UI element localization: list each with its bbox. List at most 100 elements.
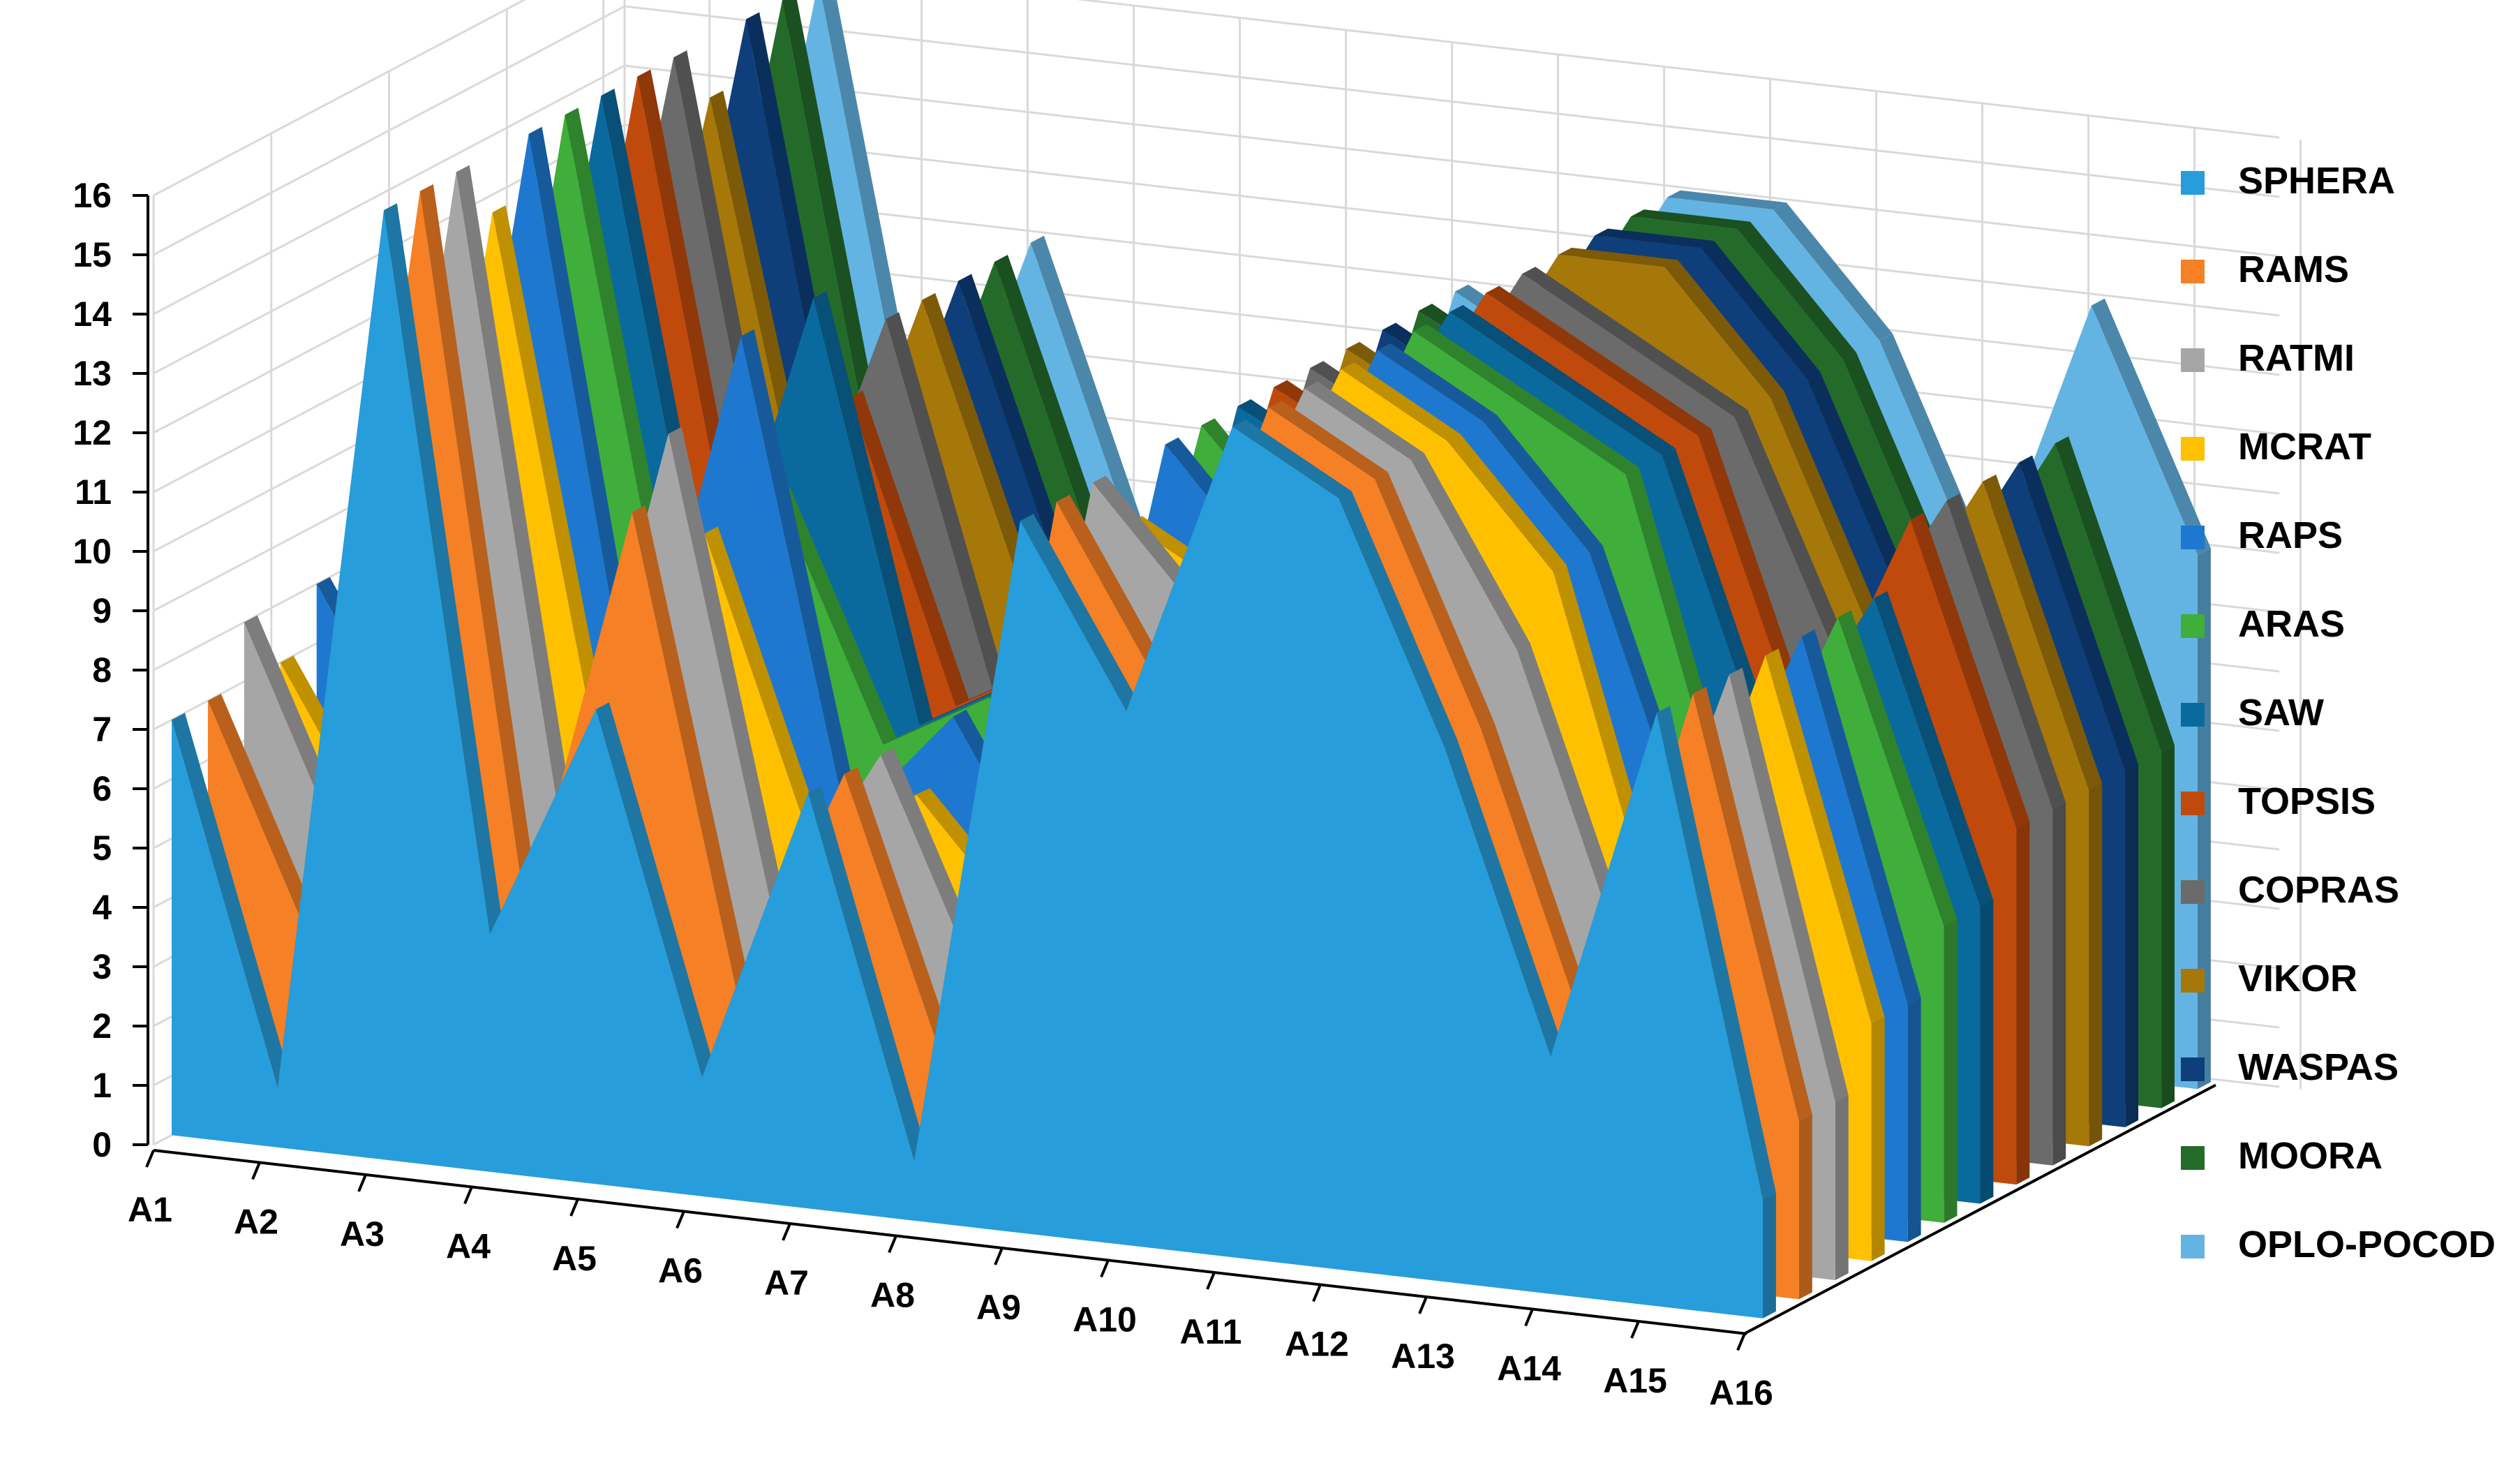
x-tick-label: A9: [976, 1288, 1021, 1327]
series-areas: [172, 0, 2211, 1319]
y-tick-label: 15: [73, 235, 112, 274]
legend-label: RAPS: [2238, 514, 2343, 556]
legend-label: ARAS: [2238, 603, 2345, 645]
area-top-face: [704, 526, 824, 842]
legend-item: RATMI: [2181, 337, 2355, 379]
legend-label: WASPAS: [2238, 1046, 2399, 1088]
area-end-face: [1871, 1016, 1885, 1261]
legend-item: MOORA: [2181, 1135, 2383, 1177]
x-tick-mark: [676, 1210, 685, 1229]
area-top-face: [1056, 495, 1176, 692]
x-tick-label: A13: [1391, 1337, 1455, 1376]
legend-item: MCRAT: [2181, 426, 2371, 468]
area-top-face: [1445, 741, 1564, 1057]
y-tick-label: 1: [92, 1066, 112, 1105]
area-end-face: [2089, 783, 2103, 1147]
legend-item: ARAS: [2181, 603, 2345, 645]
area-top-face: [1480, 722, 1600, 1038]
area-end-face: [2052, 802, 2066, 1166]
legend-swatch: [2181, 1235, 2205, 1258]
area-top-face: [922, 292, 1042, 609]
x-tick-mark: [145, 1150, 155, 1168]
area-top-face: [1268, 401, 1388, 480]
area-top-face: [2055, 436, 2175, 752]
area-top-face: [1595, 228, 1715, 248]
legend-swatch: [2181, 703, 2205, 727]
area-top-face: [1698, 429, 1818, 745]
x-tick-label: A7: [764, 1263, 809, 1302]
legend-label: MCRAT: [2238, 426, 2371, 468]
area-top-face: [1592, 357, 1712, 436]
y-tick-label: 14: [73, 295, 112, 334]
area-top-face: [883, 690, 1003, 745]
area-top-face: [668, 426, 788, 921]
area-top-face: [1339, 491, 1458, 748]
y-tick-label: 10: [73, 532, 112, 571]
area-top-face: [1447, 433, 1567, 572]
legend-swatch: [2181, 171, 2205, 195]
legend-swatch: [2181, 969, 2205, 993]
legend-swatch: [2181, 614, 2205, 638]
legend-swatch: [2181, 526, 2205, 549]
legend-label: SPHERA: [2238, 160, 2395, 202]
area-top-face: [2019, 455, 2139, 771]
area-top-face: [1737, 221, 1856, 360]
y-tick-label: 11: [75, 473, 112, 512]
y-tick-label: 12: [73, 413, 112, 452]
y-tick-label: 8: [92, 651, 112, 690]
area-top-face: [813, 291, 933, 726]
area-top-face: [886, 312, 1006, 688]
area-top-face: [419, 184, 539, 916]
area-top-face: [1910, 512, 2030, 829]
x-tick-label: A3: [340, 1215, 385, 1254]
legend-label: VIKOR: [2238, 958, 2357, 1000]
x-tick-mark: [888, 1235, 897, 1254]
y-tick-label: 13: [73, 354, 112, 393]
legend-item: COPRAS: [2181, 869, 2399, 911]
area-top-face: [1837, 610, 1958, 926]
x-tick-label: A4: [446, 1227, 491, 1266]
legend-label: OPLO-POCOD: [2238, 1224, 2496, 1265]
legend-label: COPRAS: [2238, 869, 2399, 911]
area-top-face: [849, 390, 969, 707]
y-tick-label: 5: [92, 829, 112, 868]
area-top-face: [1801, 629, 1921, 1005]
area-top-face: [958, 274, 1078, 590]
x-tick-mark: [1630, 1321, 1640, 1339]
x-tick-label: A14: [1497, 1349, 1561, 1388]
area-front-face: [172, 210, 1763, 1319]
legend-label: MOORA: [2238, 1135, 2383, 1177]
legend-item: SPHERA: [2181, 160, 2395, 202]
area-top-face: [1413, 324, 1533, 403]
area-top-face: [207, 694, 327, 951]
x-tick-mark: [1736, 1332, 1746, 1351]
area-top-face: [1556, 376, 1676, 455]
area-end-face: [1980, 900, 1994, 1204]
legend-label: RAMS: [2238, 248, 2349, 290]
x-tick-label: A11: [1180, 1312, 1242, 1351]
legend-item: RAMS: [2181, 248, 2349, 290]
x-tick-mark: [1524, 1308, 1534, 1327]
legend-item: TOPSIS: [2181, 780, 2376, 822]
area-top-face: [1232, 419, 1352, 498]
legend-swatch: [2181, 260, 2205, 283]
legend-swatch: [2181, 792, 2205, 815]
y-tick-label: 9: [92, 591, 112, 630]
area-end-face: [1907, 997, 1921, 1242]
x-axis-line: [153, 1149, 1747, 1335]
area-top-face: [1946, 493, 2066, 810]
area-top-face: [1519, 395, 1639, 475]
legend-swatch: [2181, 348, 2205, 372]
legend-label: RATMI: [2238, 337, 2355, 379]
y-tick-label: 3: [92, 947, 112, 986]
x-tick-mark: [994, 1247, 1004, 1265]
x-tick-label: A10: [1073, 1300, 1137, 1339]
x-tick-label: A16: [1709, 1374, 1773, 1413]
area-top-face: [1667, 190, 1787, 210]
area-top-face: [596, 702, 715, 1078]
area-top-face: [1558, 247, 1678, 267]
area-top-face: [1522, 267, 1642, 346]
